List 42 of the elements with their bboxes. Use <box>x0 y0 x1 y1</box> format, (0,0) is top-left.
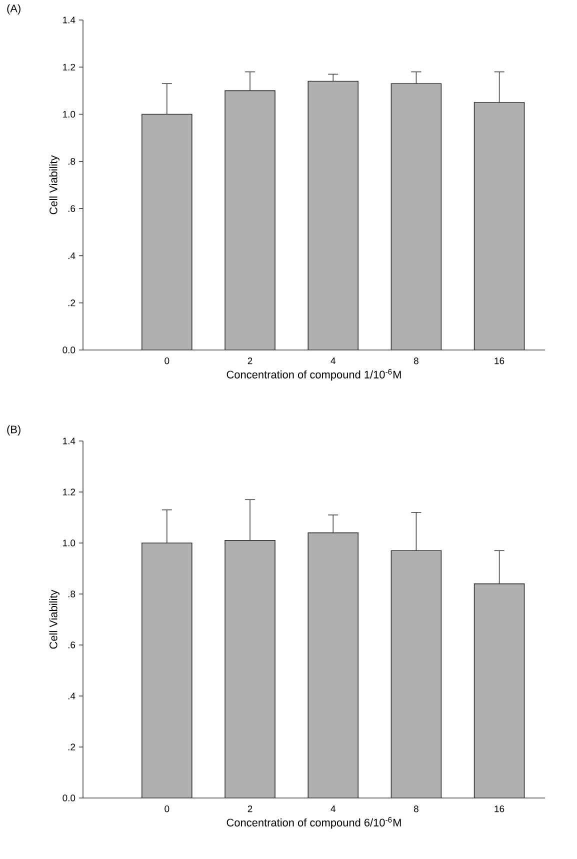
bar <box>224 90 276 350</box>
bar <box>474 583 525 798</box>
y-tick-label: 1.4 <box>63 438 76 444</box>
x-tick-label: 0 <box>164 806 170 812</box>
x-tick-label: 8 <box>414 358 418 364</box>
x-tick-label: 0 <box>164 358 170 364</box>
bar <box>390 83 442 350</box>
y-tick-label: .4 <box>68 252 76 259</box>
bar <box>224 540 276 798</box>
bar <box>142 114 192 350</box>
y-tick-label: 1.0 <box>63 540 76 546</box>
y-tick-label: 0.0 <box>62 794 76 802</box>
y-tick-label: .6 <box>68 205 76 212</box>
x-tick-label: 8 <box>414 806 418 812</box>
y-tick-label: 1.2 <box>63 488 76 496</box>
y-tick-label: 0.0 <box>62 346 76 354</box>
y-tick-label: 1.4 <box>63 16 76 24</box>
x-tick-label: 4 <box>330 806 336 812</box>
y-tick-label: .4 <box>68 692 76 700</box>
bar <box>308 532 359 798</box>
x-tick-label: 16 <box>494 806 504 812</box>
y-axis-title: Cell Viability <box>49 155 60 214</box>
x-tick-label: 4 <box>330 358 336 364</box>
chart-title: (A) <box>7 4 20 14</box>
x-axis-title: Concentration of compound 6/10$^{-6}$M <box>226 817 401 829</box>
x-tick-label: 16 <box>494 358 504 364</box>
bar <box>474 102 525 350</box>
y-tick-label: .8 <box>68 158 76 165</box>
x-tick-label: 2 <box>248 806 252 812</box>
bar <box>390 550 442 798</box>
y-tick-label: 1.0 <box>63 110 76 118</box>
y-tick-label: .8 <box>68 590 76 598</box>
y-tick-label: .2 <box>68 300 76 306</box>
y-axis-title: Cell Viability <box>49 590 60 649</box>
chart-title: (B) <box>7 425 20 436</box>
bar <box>308 80 359 350</box>
bar <box>142 542 192 798</box>
y-tick-label: 1.2 <box>63 64 76 70</box>
x-axis-title: Concentration of compound 1/10$^{-6}$M <box>226 369 401 381</box>
y-tick-label: .2 <box>68 744 76 750</box>
y-tick-label: .6 <box>68 642 76 648</box>
x-tick-label: 2 <box>248 358 252 364</box>
